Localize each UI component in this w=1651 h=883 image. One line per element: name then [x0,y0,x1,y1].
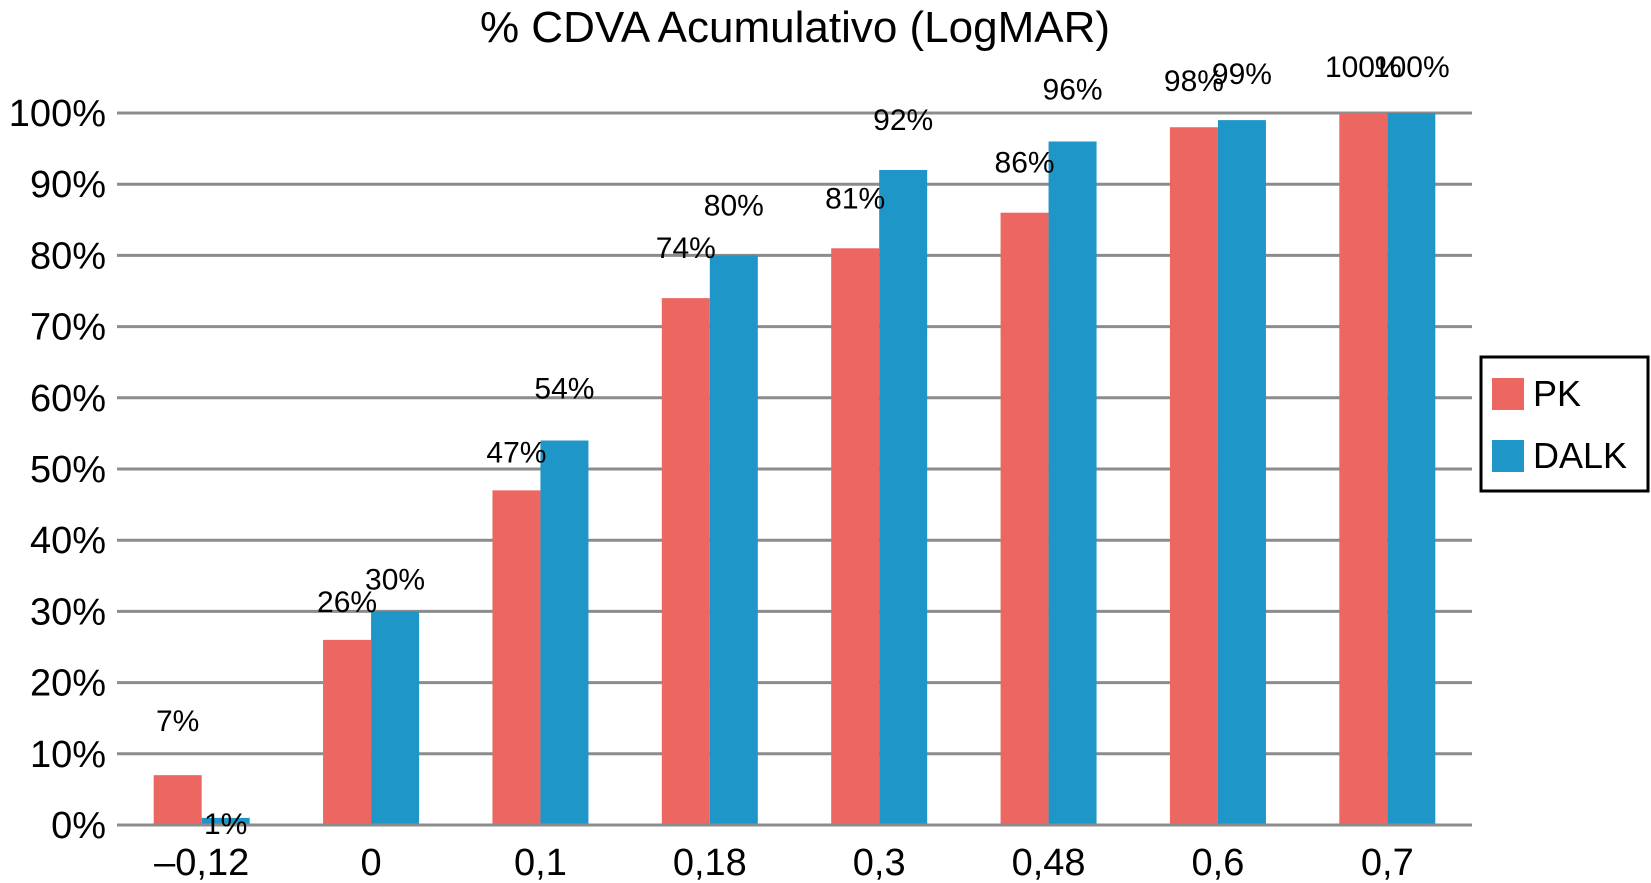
data-label-pk: 74% [656,232,716,265]
bar-dalk [1048,141,1097,826]
data-label-dalk: 92% [873,104,933,137]
legend-swatch-dalk [1492,440,1524,472]
data-label-dalk: 80% [704,189,764,222]
y-tick-label: 30% [30,591,106,633]
y-tick-label: 70% [30,307,106,349]
y-tick-label: 20% [30,663,106,705]
bar-dalk [201,817,250,825]
data-label-pk: 26% [317,586,377,619]
data-label-dalk: 30% [365,563,425,596]
bar-pk [1339,113,1388,825]
data-label-pk: 7% [156,705,199,738]
x-tick-label: 0,48 [1012,842,1086,883]
y-tick-label: 60% [30,378,106,420]
data-label-pk: 100% [1325,51,1402,84]
data-labels: 7% 1% 26%30% 47% 54% 74% 80% 81% 92% 86% 96% 98%99%… [156,51,1450,841]
y-tick-label: 80% [30,235,106,277]
bar-dalk [1217,120,1266,826]
gridlines [117,111,1472,827]
bar-pk [831,248,880,825]
y-tick-label: 0% [51,805,106,847]
bar-pk [661,298,710,825]
x-tick-label: 0 [360,842,381,883]
x-tick-label: 0,3 [853,842,906,883]
x-tick-label: 0,6 [1192,842,1245,883]
legend-swatch-pk [1492,378,1524,410]
bar-dalk [1387,113,1436,825]
legend: PK DALK [1479,355,1650,493]
data-label-pk: 98% [1164,65,1224,98]
y-tick-label: 40% [30,520,106,562]
bar-pk [492,490,541,825]
legend-label-dalk: DALK [1533,435,1627,476]
bar-dalk [540,440,589,825]
bar-pk [1000,212,1049,825]
data-label-dalk: 96% [1043,73,1103,106]
bars [153,113,1436,826]
y-tick-label: 90% [30,164,106,206]
bar-pk [323,639,372,825]
y-tick-label: 100% [9,93,106,135]
data-label-dalk: 99% [1212,58,1272,91]
bar-pk [1169,127,1218,826]
data-label-pk: 86% [995,147,1055,180]
data-label-dalk: 1% [204,808,247,841]
y-tick-label: 50% [30,449,106,491]
bar-pk [153,775,202,825]
data-label-pk: 47% [486,436,546,469]
bar-dalk [371,611,420,825]
x-tick-label: –0,12 [154,842,249,883]
x-tick-label: 0,7 [1361,842,1414,883]
data-label-dalk: 100% [1373,51,1450,84]
y-tick-label: 10% [30,734,106,776]
x-tick-label: 0,1 [514,842,567,883]
data-label-dalk: 54% [534,373,594,406]
data-label-pk: 81% [825,182,885,215]
bar-dalk [709,255,758,825]
x-tick-label: 0,18 [673,842,747,883]
legend-label-pk: PK [1533,373,1581,414]
bar-dalk [879,169,928,825]
chart-title: % CDVA Acumulativo (LogMAR) [480,3,1110,52]
axes: 0% 10% 20% 30% 40% 50% 60% 70% 80% 90% 100% –0,12 0 0… [9,93,1472,883]
